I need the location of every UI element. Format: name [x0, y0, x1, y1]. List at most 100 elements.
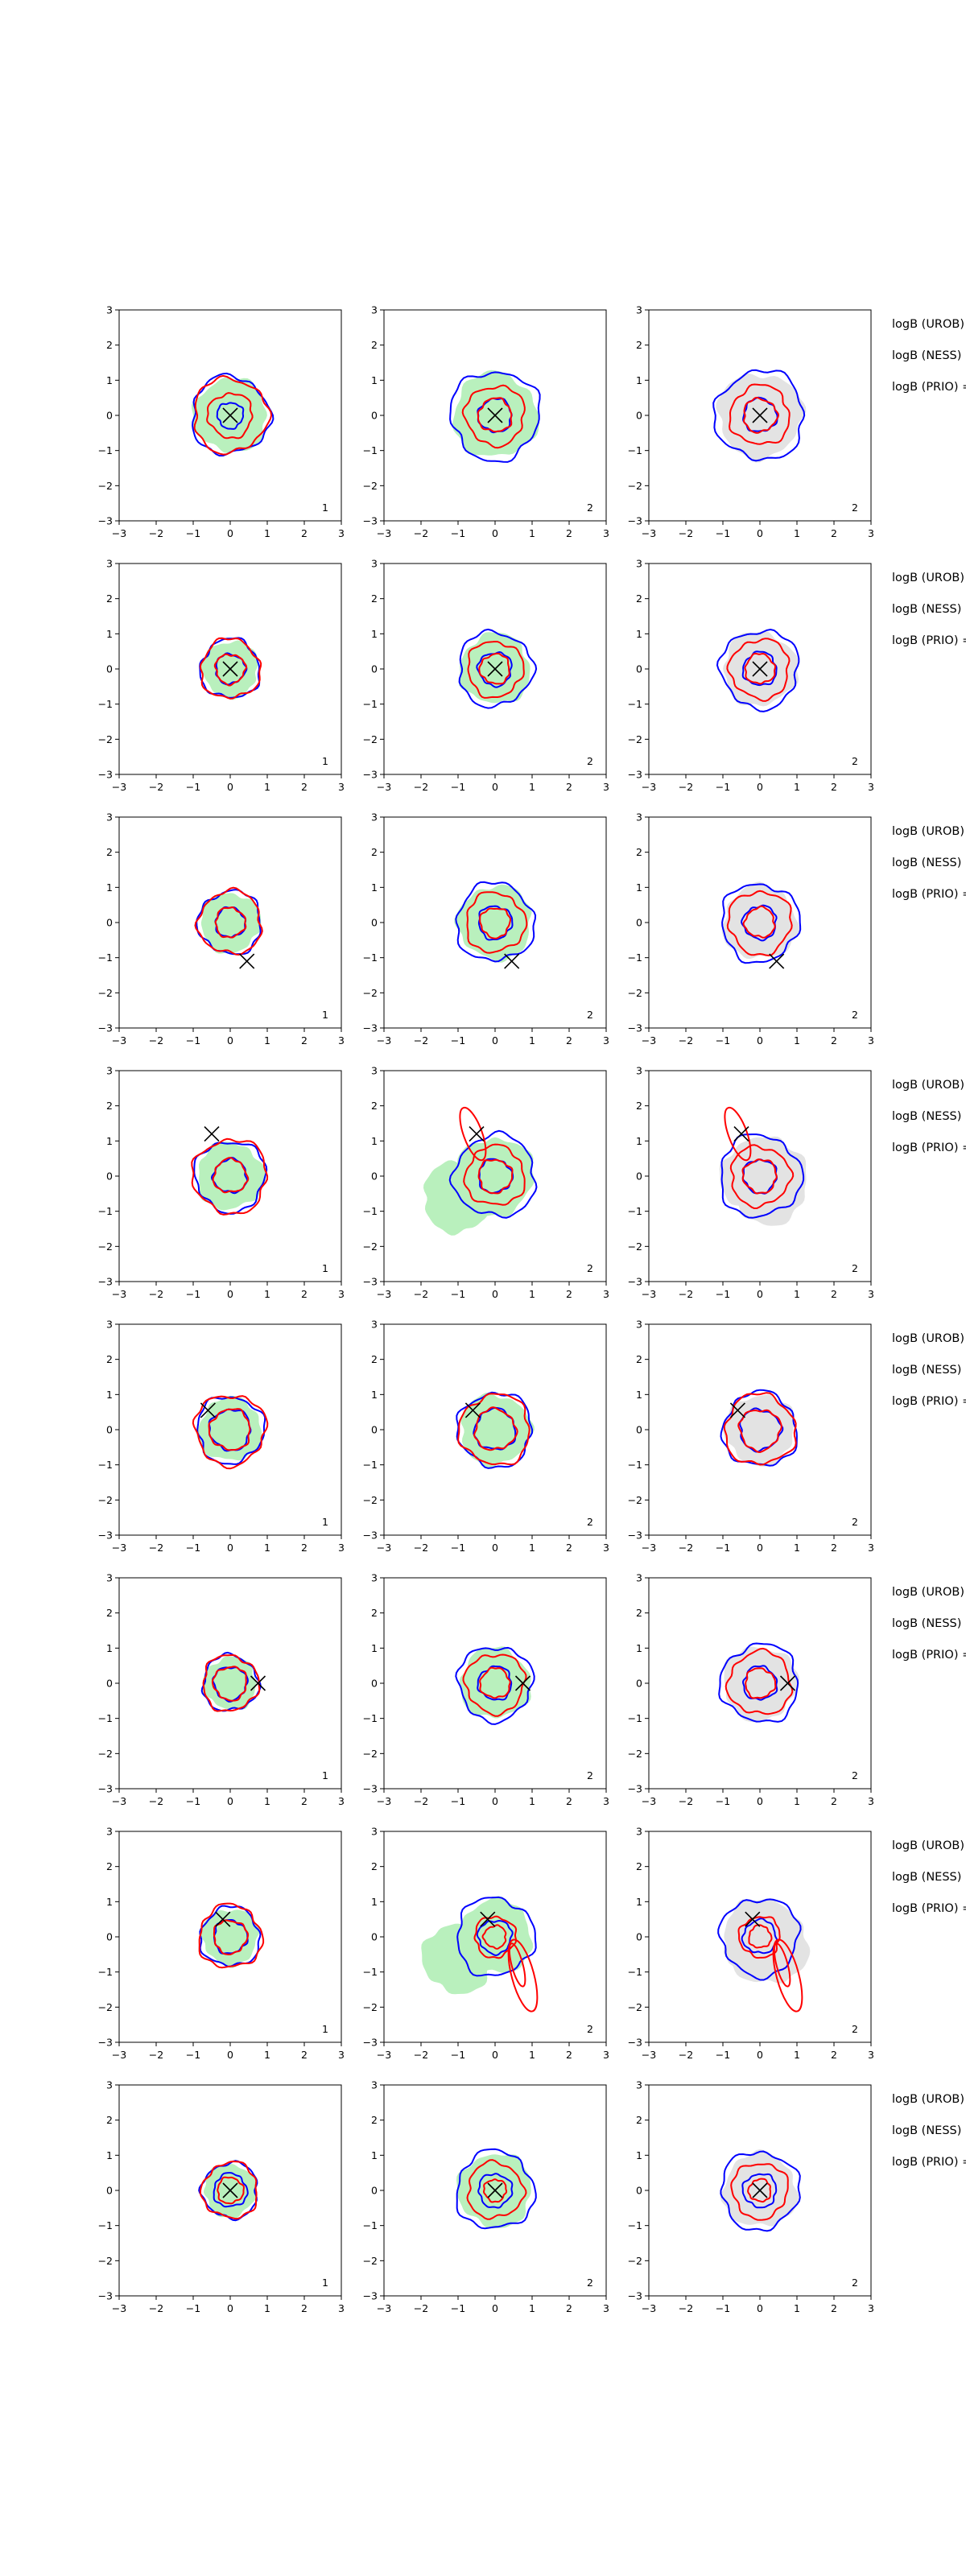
y-tick-label: −3	[98, 1276, 113, 1288]
x-tick-label: 1	[794, 1034, 800, 1046]
y-tick-label: −3	[628, 2290, 642, 2302]
x-tick-label: 0	[492, 2302, 498, 2314]
y-tick-label: −3	[98, 2037, 113, 2049]
x-tick-label: −2	[414, 1288, 428, 1300]
y-tick-label: 1	[106, 1135, 113, 1147]
x-tick-label: −2	[414, 1034, 428, 1046]
red-contour-tail	[459, 1106, 487, 1162]
logb-label: logB (NESS) =	[892, 1617, 966, 1630]
blue-contour-outer	[196, 1396, 266, 1465]
x-tick-label: −2	[149, 2302, 163, 2314]
panel-index-label: 1	[322, 1769, 328, 1781]
y-tick-label: −2	[98, 1494, 113, 1506]
blue-contour-inner	[477, 2173, 514, 2209]
logb-label: logB (UROB) =	[892, 1839, 966, 1852]
axes-panel-r7-c1: −3−3 −2 −2 −1 −1 0 0 1 1 2 2 3 3 1	[98, 1826, 345, 2062]
x-tick-label: −1	[451, 1542, 465, 1554]
axes-panel-r2-c1: −3−3 −2 −2 −1 −1 0 0 1 1 2 2 3 3 1	[98, 558, 345, 794]
x-tick-label: 0	[227, 527, 233, 539]
x-tick-label: −1	[451, 781, 465, 793]
red-contour-inner	[479, 907, 512, 939]
x-tick-label: 2	[566, 1288, 572, 1300]
x-tick-label: −3	[377, 1034, 391, 1046]
y-tick-label: 3	[636, 1826, 642, 1838]
y-tick-label: 1	[636, 374, 642, 386]
x-marker-stroke	[779, 1675, 796, 1691]
blue-contour-outer	[458, 628, 538, 709]
panel-index-label: 2	[587, 1516, 593, 1528]
y-tick-label: −3	[628, 769, 642, 781]
panel-index-label: 1	[322, 755, 328, 767]
logb-label: logB (PRIO) =	[892, 634, 966, 647]
red-contour-outer	[466, 2159, 527, 2220]
x-marker-stroke	[222, 661, 238, 677]
x-tick-label: −3	[642, 1288, 656, 1300]
red-contour-inner	[477, 1158, 514, 1195]
x-tick-label: 1	[264, 1795, 270, 1807]
y-tick-label: 3	[371, 558, 378, 570]
x-tick-label: −3	[377, 1795, 391, 1807]
y-tick-label: 2	[371, 2114, 378, 2126]
red-contour-outer	[202, 1653, 261, 1712]
density-fill	[200, 1909, 260, 1968]
x-tick-label: −1	[716, 2049, 730, 2061]
y-tick-label: −2	[363, 1494, 378, 1506]
logb-label: logB (PRIO) =	[892, 1141, 966, 1154]
x-marker	[487, 407, 503, 423]
y-tick-label: −3	[98, 1022, 113, 1034]
density-fill-tail	[724, 1142, 807, 1226]
red-contour-inner	[213, 1919, 250, 1956]
x-tick-label: 1	[794, 2302, 800, 2314]
x-marker-stroke	[464, 1402, 481, 1418]
x-tick-label: −1	[186, 1542, 200, 1554]
blue-contour-outer	[717, 1898, 802, 1981]
y-tick-label: −2	[628, 2255, 642, 2267]
y-tick-label: −2	[98, 2255, 113, 2267]
x-tick-label: −1	[186, 2302, 200, 2314]
y-tick-label: −2	[363, 1748, 378, 1760]
x-tick-label: −3	[112, 527, 126, 539]
y-tick-label: −3	[628, 2037, 642, 2049]
density-fill	[724, 1646, 799, 1723]
red-contour-outer	[191, 1137, 269, 1216]
axes-panel-r5-c2: −3−3 −2 −2 −1 −1 0 0 1 1 2 2 3 3 2	[363, 1319, 609, 1554]
x-tick-label: −3	[642, 2049, 656, 2061]
red-contour-outer	[726, 638, 791, 702]
y-tick-label: −2	[363, 1241, 378, 1253]
x-tick-label: 3	[603, 2049, 609, 2061]
panel-index-label: 2	[587, 2023, 593, 2035]
x-tick-label: 0	[227, 1795, 233, 1807]
axes-panel-r1-c3: −3−3 −2 −2 −1 −1 0 0 1 1 2 2 3 3 2	[628, 304, 874, 540]
x-marker-stroke	[487, 661, 503, 677]
axes-panel-r7-c3: −3−3 −2 −2 −1 −1 0 0 1 1 2 2 3 3 2	[628, 1826, 874, 2062]
y-tick-label: −2	[98, 480, 113, 492]
y-tick-label: 1	[636, 1896, 642, 1908]
x-tick-label: −2	[414, 1542, 428, 1554]
x-tick-label: 0	[227, 2049, 233, 2061]
y-tick-label: 2	[106, 1100, 113, 1112]
y-tick-label: −2	[363, 2001, 378, 2013]
x-tick-label: 2	[301, 1542, 308, 1554]
x-tick-label: 1	[529, 2302, 535, 2314]
x-tick-label: 2	[831, 2049, 837, 2061]
y-tick-label: 1	[636, 2149, 642, 2161]
y-tick-label: −3	[98, 2290, 113, 2302]
red-contour-outer	[729, 1144, 795, 1210]
density-fill	[716, 373, 807, 463]
x-tick-label: 1	[264, 527, 270, 539]
x-tick-label: 2	[301, 1034, 308, 1046]
logb-label: logB (UROB) =	[892, 318, 966, 331]
y-tick-label: 0	[106, 1678, 113, 1690]
y-tick-label: 2	[106, 1607, 113, 1619]
x-tick-label: −2	[149, 1034, 163, 1046]
x-tick-label: 3	[868, 1034, 874, 1046]
y-tick-label: −1	[98, 952, 113, 964]
y-tick-label: 3	[106, 811, 113, 824]
x-tick-label: 1	[264, 781, 270, 793]
x-marker	[752, 407, 768, 423]
y-tick-label: 3	[371, 1319, 378, 1331]
x-tick-label: 1	[529, 1034, 535, 1046]
x-tick-label: −1	[186, 2049, 200, 2061]
y-tick-label: 2	[371, 1607, 378, 1619]
x-marker-stroke	[487, 2182, 503, 2198]
